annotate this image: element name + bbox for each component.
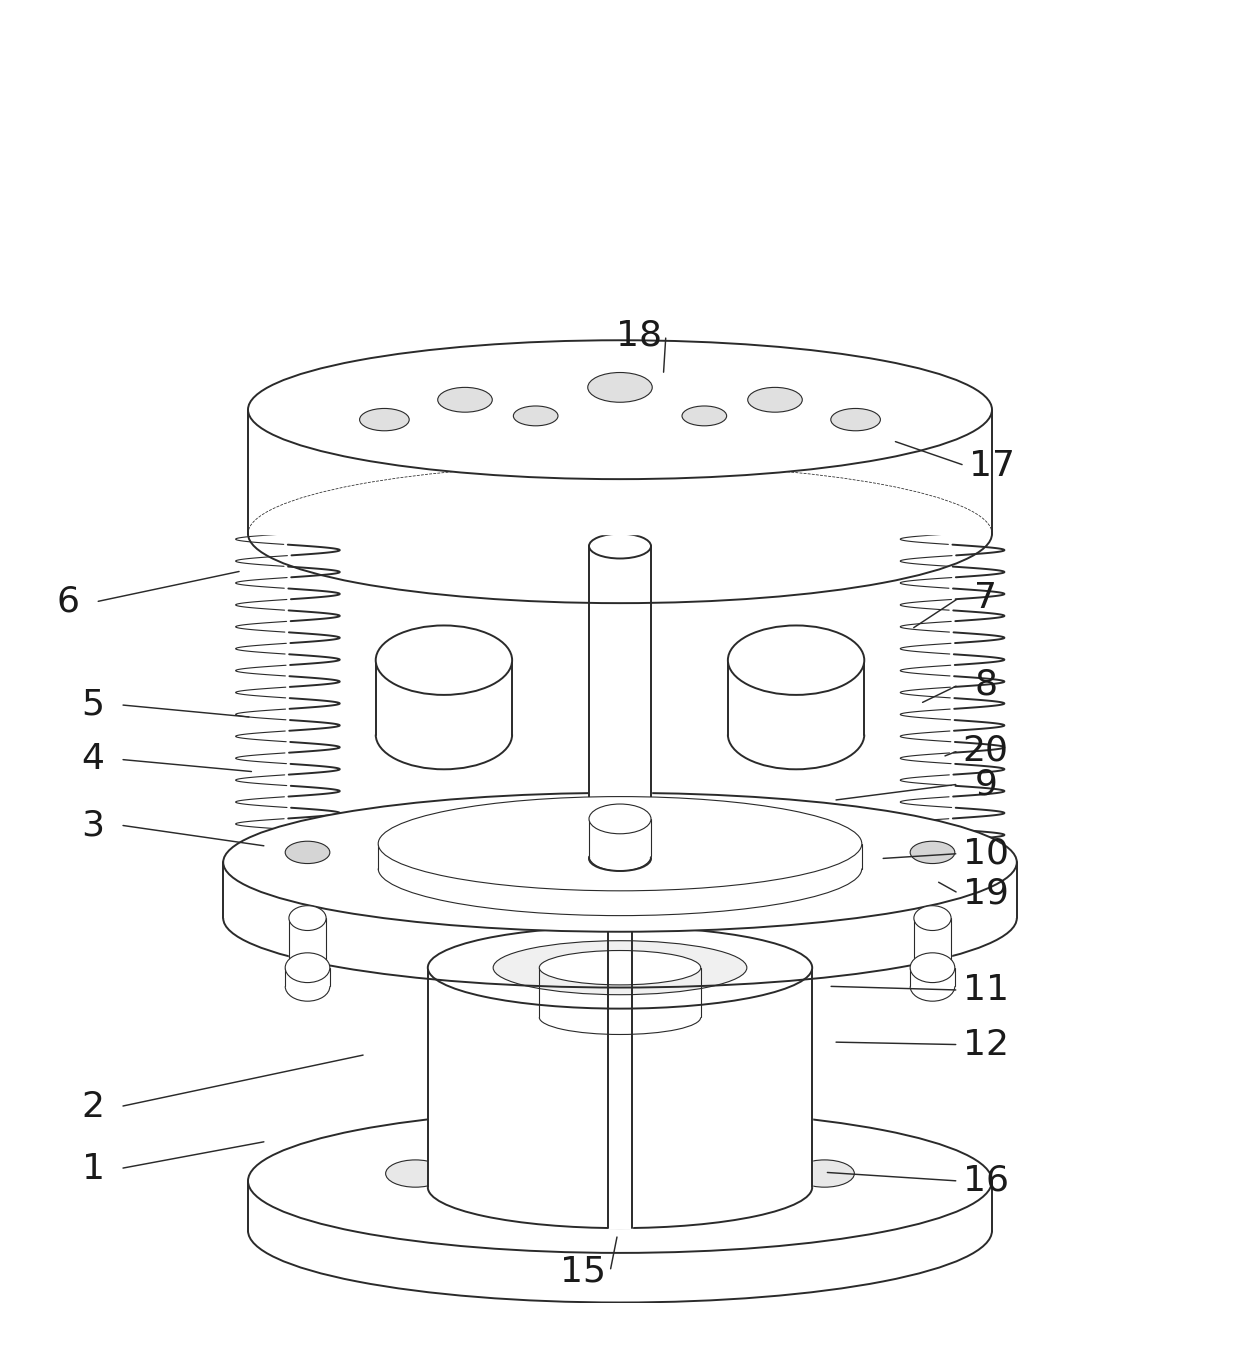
Ellipse shape: [513, 405, 558, 426]
Ellipse shape: [285, 841, 330, 864]
Polygon shape: [248, 410, 992, 534]
Polygon shape: [378, 844, 862, 868]
Text: 20: 20: [962, 734, 1009, 767]
Text: 8: 8: [975, 667, 997, 702]
Ellipse shape: [910, 841, 955, 864]
Text: 17: 17: [968, 449, 1016, 482]
Ellipse shape: [376, 625, 512, 695]
Polygon shape: [589, 819, 651, 856]
Polygon shape: [376, 661, 512, 734]
Ellipse shape: [539, 950, 701, 986]
Ellipse shape: [494, 940, 746, 995]
Polygon shape: [910, 968, 955, 987]
Polygon shape: [285, 968, 330, 987]
Ellipse shape: [831, 408, 880, 431]
Text: 18: 18: [615, 318, 662, 352]
Ellipse shape: [589, 846, 651, 871]
Polygon shape: [589, 546, 651, 859]
Polygon shape: [914, 919, 951, 968]
Ellipse shape: [438, 388, 492, 412]
Text: 1: 1: [82, 1152, 104, 1186]
Ellipse shape: [248, 1108, 992, 1253]
Ellipse shape: [682, 405, 727, 426]
Ellipse shape: [795, 1160, 854, 1188]
Text: 10: 10: [962, 837, 1009, 871]
Text: 7: 7: [975, 581, 997, 616]
Ellipse shape: [589, 534, 651, 558]
Text: 19: 19: [963, 876, 1008, 910]
Ellipse shape: [428, 927, 812, 1009]
Ellipse shape: [285, 953, 330, 983]
Ellipse shape: [589, 804, 651, 834]
Polygon shape: [248, 1181, 992, 1231]
Polygon shape: [728, 661, 864, 734]
Ellipse shape: [386, 1160, 445, 1188]
Ellipse shape: [748, 388, 802, 412]
Ellipse shape: [914, 906, 951, 931]
Polygon shape: [223, 863, 1017, 919]
Text: 5: 5: [82, 688, 104, 722]
Polygon shape: [608, 410, 632, 1228]
Ellipse shape: [248, 340, 992, 479]
Ellipse shape: [728, 625, 864, 695]
Ellipse shape: [910, 953, 955, 983]
Text: 4: 4: [82, 743, 104, 777]
Ellipse shape: [588, 373, 652, 403]
Text: 3: 3: [82, 808, 104, 842]
Ellipse shape: [360, 408, 409, 431]
Polygon shape: [289, 919, 326, 968]
Ellipse shape: [378, 797, 862, 891]
Ellipse shape: [289, 906, 326, 931]
Text: 12: 12: [962, 1028, 1009, 1062]
Text: 2: 2: [82, 1089, 104, 1123]
Text: 15: 15: [559, 1254, 606, 1289]
Polygon shape: [428, 968, 812, 1188]
Text: 9: 9: [975, 767, 997, 801]
Text: 16: 16: [962, 1164, 1009, 1198]
Ellipse shape: [223, 793, 1017, 932]
Text: 11: 11: [962, 973, 1009, 1007]
Text: 6: 6: [57, 584, 79, 618]
